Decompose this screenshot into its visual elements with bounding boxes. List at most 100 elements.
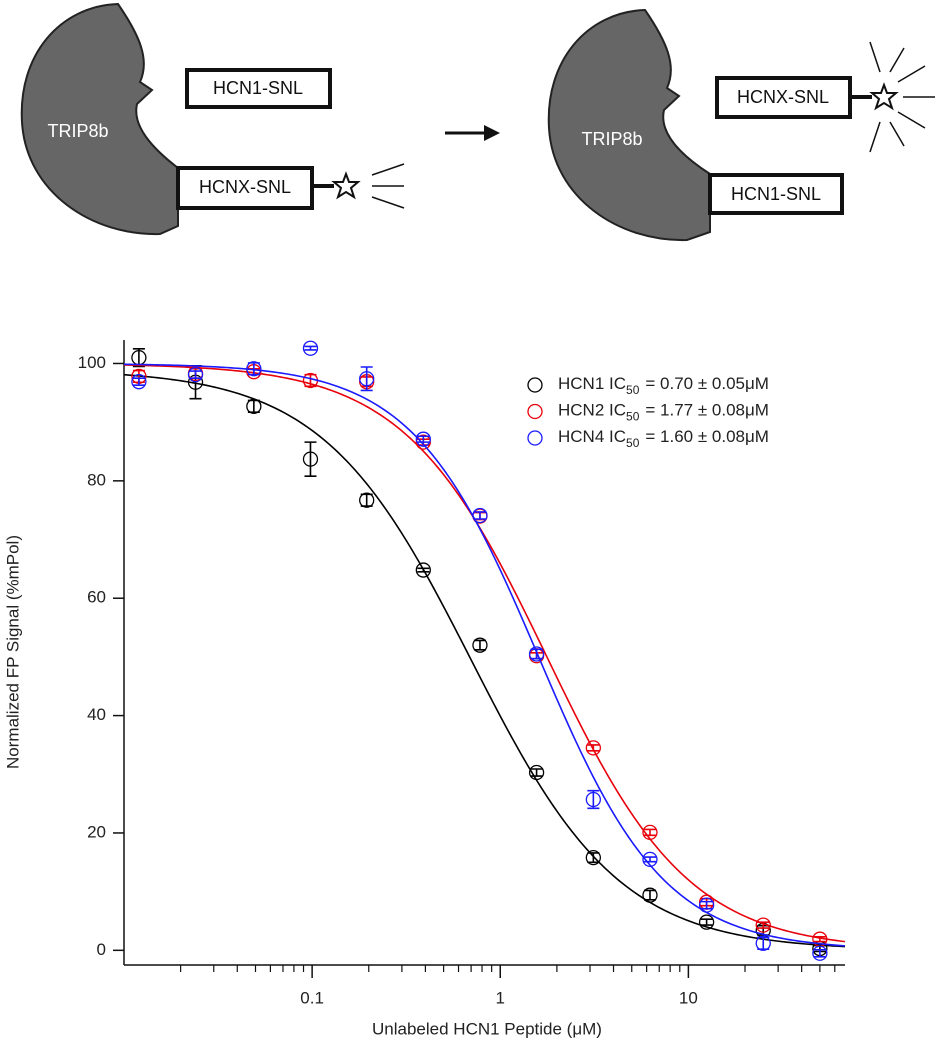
error-bar [813, 936, 826, 943]
data-point [359, 492, 375, 508]
legend-text: HCN2 IC [558, 401, 626, 420]
error-bar [643, 856, 656, 863]
plot: Unlabeled HCN1 Peptide (μM) Normalized F… [3, 340, 846, 1038]
error-bar [417, 567, 430, 573]
data-point [642, 851, 658, 868]
legend-marker [527, 430, 543, 446]
data-point [755, 917, 771, 933]
data-point [246, 398, 262, 414]
legend-text: = 1.77 ± 0.08μM [645, 401, 769, 420]
legend-marker [527, 377, 543, 393]
error-bar [587, 744, 600, 752]
error-bar [360, 366, 373, 392]
legend-text: = 1.60 ± 0.08μM [645, 427, 769, 446]
data-point [415, 431, 431, 447]
protein-shape [20, 2, 179, 236]
fit-curve [123, 364, 846, 943]
free-peptide-label: HCN1-SNL [213, 78, 303, 98]
data-point [359, 371, 375, 387]
protein-shape [547, 8, 711, 242]
legend-text: HCN1 IC [558, 374, 626, 393]
data-point [698, 914, 715, 930]
left-panel: TRIP8b HCN1-SNL HCNX-SNL [20, 2, 405, 236]
error-bar [304, 441, 317, 477]
y-tick-label: 100 [78, 353, 106, 372]
free-peptide-box [715, 76, 852, 119]
data-point [415, 562, 431, 578]
error-bar [473, 639, 486, 651]
bound-peptide-label: HCN1-SNL [731, 184, 821, 204]
fluorophore [869, 82, 899, 111]
emission-rays [371, 163, 405, 209]
protein-label: TRIP8b [47, 121, 108, 141]
error-bar [813, 948, 826, 958]
error-bar [643, 828, 656, 837]
data-point [642, 824, 658, 841]
free-peptide-box [185, 68, 332, 109]
error-bar [304, 345, 317, 351]
x-axis-title: Unlabeled HCN1 Peptide (μM) [372, 1019, 602, 1038]
data-point [302, 451, 319, 467]
fit-curve [123, 373, 846, 948]
error-bar [700, 918, 713, 926]
fit-curve [123, 363, 846, 947]
x-tick-label: 0.1 [300, 988, 324, 1007]
error-bar [643, 889, 656, 901]
data-point [302, 340, 319, 356]
bound-peptide-label: HCNX-SNL [199, 177, 291, 197]
y-tick-label: 60 [87, 588, 106, 607]
data-point [755, 935, 771, 951]
error-bar [132, 348, 145, 368]
data-point [472, 507, 488, 524]
y-tick-label: 20 [87, 822, 106, 841]
x-tick-label: 1 [496, 988, 505, 1007]
error-bar [587, 789, 600, 810]
data-point [585, 740, 601, 756]
y-axis-title: Normalized FP Signal (%mPol) [3, 535, 22, 769]
right-panel: TRIP8b HCNX-SNL HCN1-SNL [547, 8, 935, 242]
error-bar [530, 648, 543, 660]
error-bar [530, 768, 543, 777]
legend-marker [527, 403, 543, 420]
data-point [585, 849, 601, 866]
legend-label: HCN4 IC50 = 1.60 ± 0.08μM [558, 427, 769, 450]
data-point [812, 945, 828, 961]
error-bar [417, 435, 430, 443]
data-point [246, 361, 262, 377]
data-point [528, 764, 545, 781]
y-tick-label: 0 [97, 940, 106, 959]
data-point [472, 637, 488, 653]
legend-label: HCN1 IC50 = 0.70 ± 0.05μM [558, 374, 769, 397]
error-bar [473, 511, 486, 520]
bound-peptide-box [708, 173, 844, 215]
error-bar [189, 370, 202, 379]
data-point [585, 791, 601, 808]
legend-text: 50 [626, 383, 640, 397]
data-point [131, 374, 147, 390]
legend-text: 50 [626, 436, 640, 450]
legend-text: 50 [626, 410, 640, 424]
data-point [187, 366, 204, 383]
error-bar [247, 399, 260, 413]
error-bar [360, 493, 373, 507]
data-point [528, 646, 545, 662]
legend-label: HCN2 IC50 = 1.77 ± 0.08μM [558, 401, 769, 424]
error-bar [700, 900, 713, 910]
legend-text: = 0.70 ± 0.05μM [645, 374, 769, 393]
legend-text: HCN4 IC [558, 427, 626, 446]
error-bar [757, 921, 770, 929]
data-point [642, 887, 658, 903]
bound-peptide-box [176, 166, 314, 210]
reaction-arrow [445, 125, 500, 141]
fluorophore [331, 171, 361, 200]
diagram: TRIP8b HCN1-SNL HCNX-SNL TRIP8b HCNX-SNL… [20, 2, 935, 242]
x-tick-label: 10 [679, 988, 698, 1007]
error-bar [587, 852, 600, 864]
y-tick-label: 80 [87, 470, 106, 489]
free-peptide-label: HCNX-SNL [737, 87, 829, 107]
error-bar [132, 377, 145, 386]
y-tick-label: 40 [87, 705, 106, 724]
emission-rays [869, 41, 935, 153]
